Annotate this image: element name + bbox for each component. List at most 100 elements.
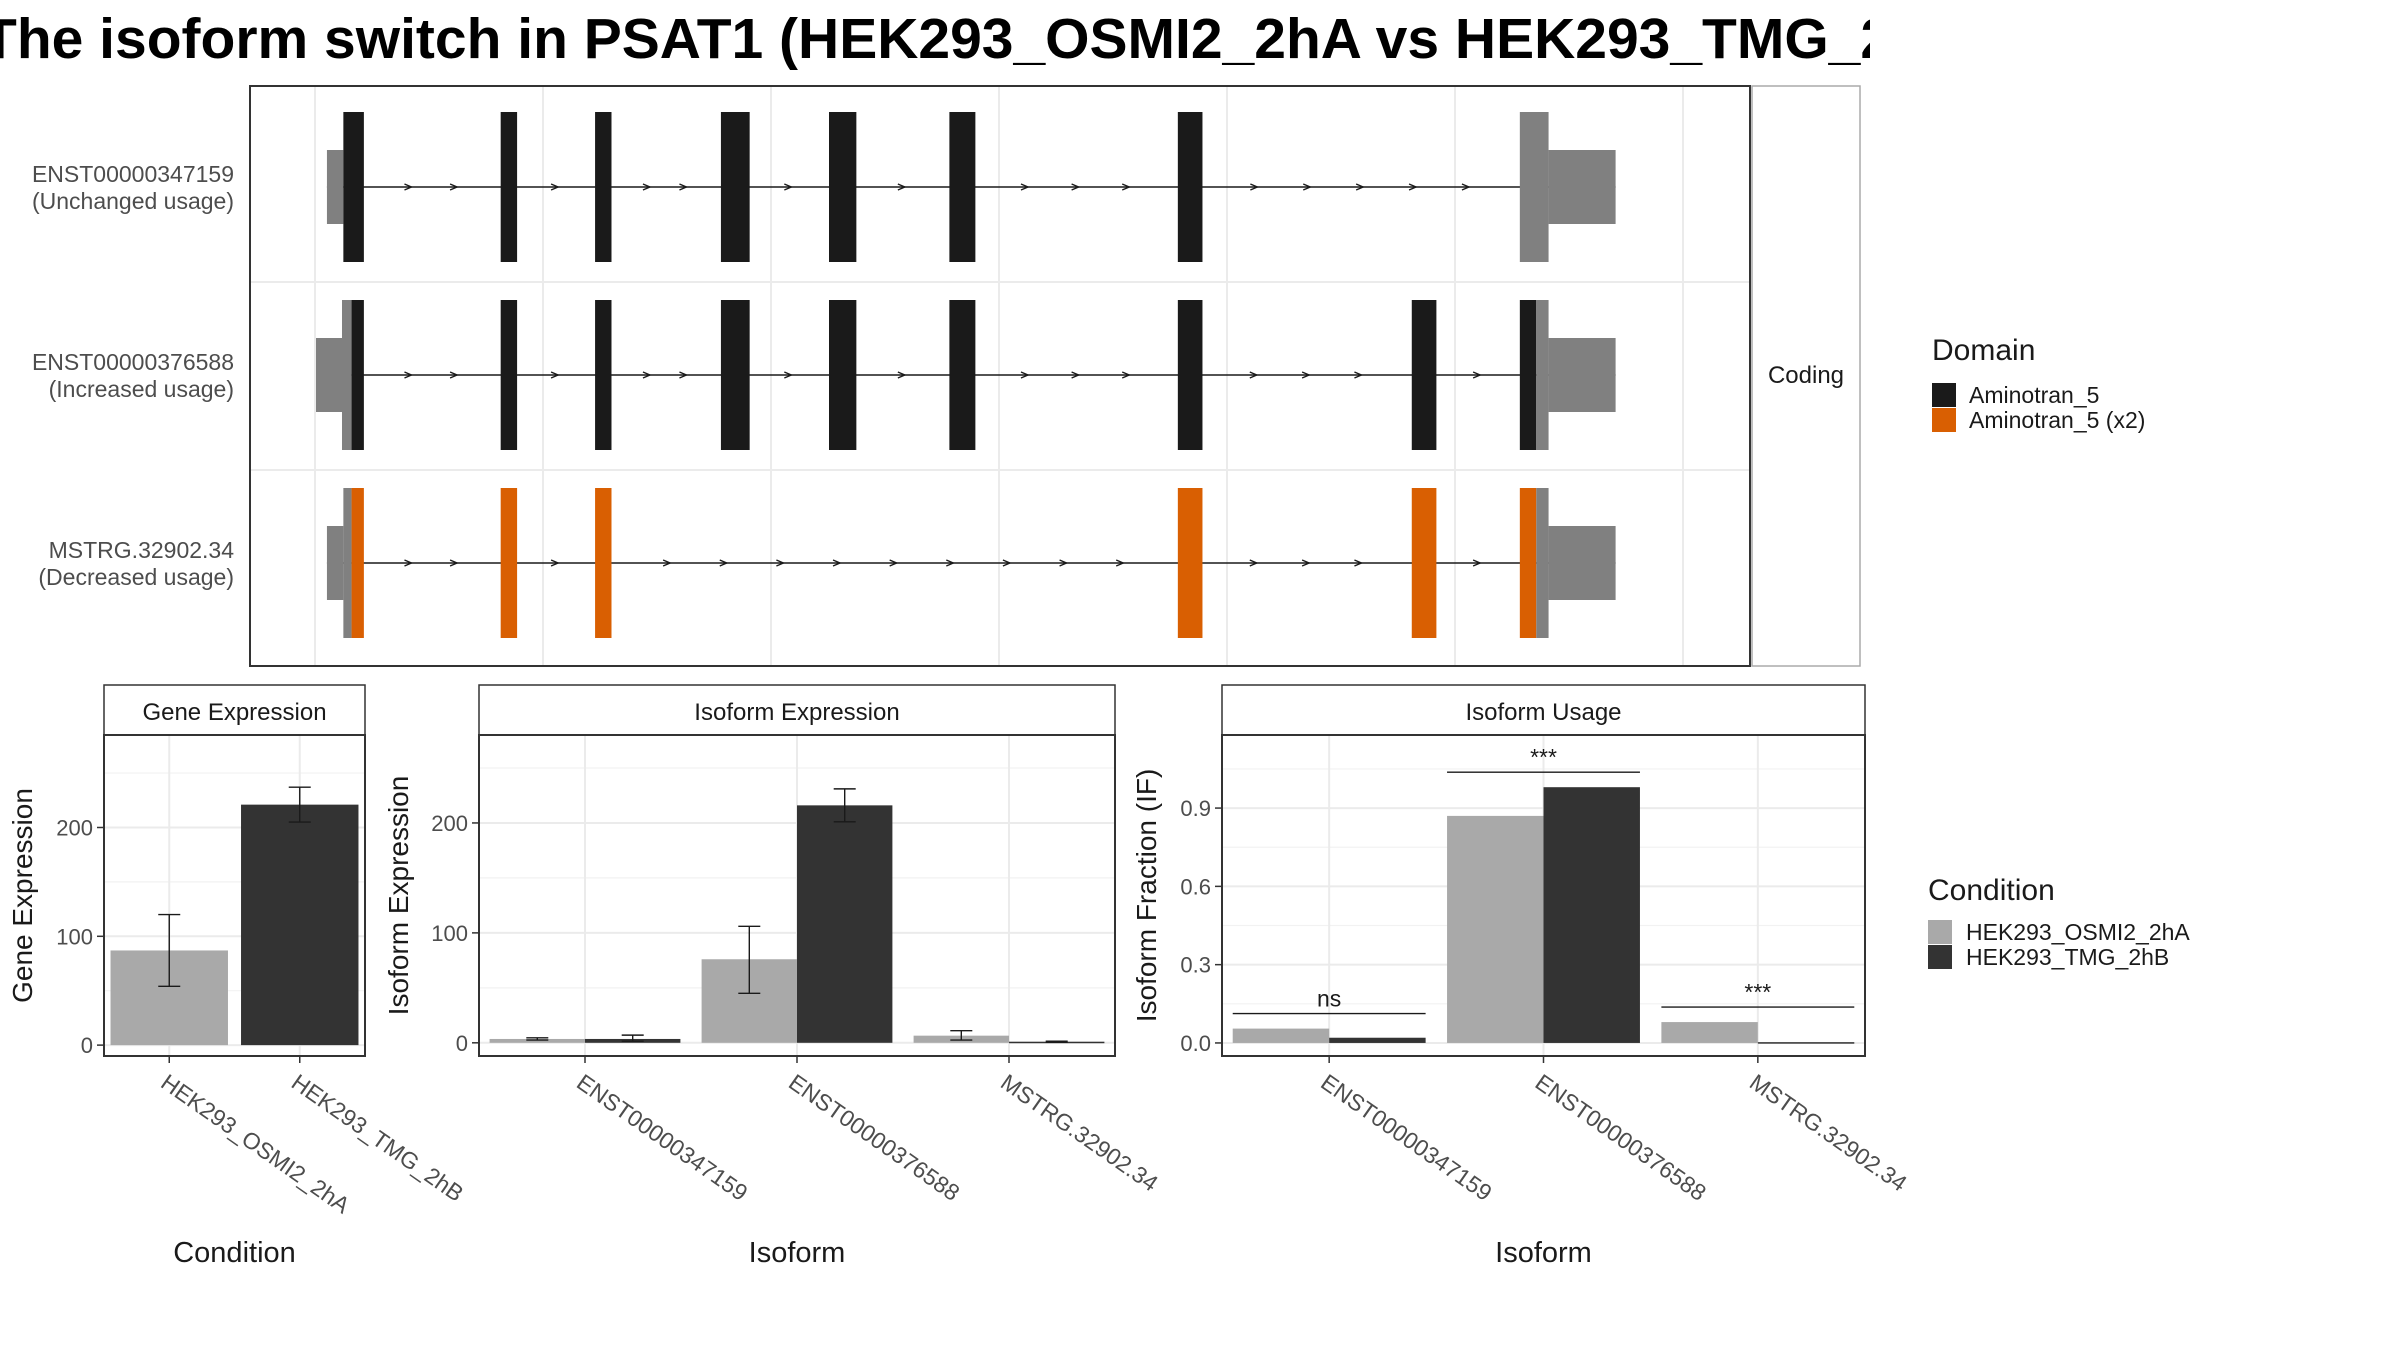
intron-arrow [889,559,899,567]
intron-arrow [1249,371,1259,379]
domain-legend-label: Aminotran_5 [1969,382,2099,408]
intron-arrow [1472,371,1482,379]
intron-arrow [550,183,560,191]
domain-exon [500,112,518,262]
bar [797,805,893,1043]
panel-border [103,734,366,1057]
intron-arrow [1249,559,1259,567]
domain-legend-title: Domain [1932,334,2035,367]
domain-legend-key [1932,408,1956,432]
y-tick-label: 100 [56,924,93,949]
y-tick-label: 200 [56,815,93,840]
domain-exon [1519,300,1537,450]
bar [1232,1028,1330,1043]
bar [1757,1042,1855,1044]
y-tick-label: 100 [431,921,468,946]
transcript-row: MSTRG.32902.34(Decreased usage) [38,488,1616,638]
condition-legend-key [1928,920,1952,944]
utr-exon [1536,488,1549,638]
domain-exon [1177,300,1203,450]
domain-exon [949,300,976,450]
utr-exon [326,150,344,224]
y-tick-label: 0 [81,1033,93,1058]
domain-legend-label: Aminotran_5 (x2) [1969,407,2145,433]
domain-exon [720,300,750,450]
y-tick-label: 200 [431,811,468,836]
coding-strip-label: Coding [1768,362,1844,389]
panel-strip [478,684,1116,736]
bar [1661,1022,1758,1043]
y-axis-label: Isoform Expression [383,776,414,1016]
condition-legend-label: HEK293_TMG_2hB [1966,944,2169,970]
x-tick-label: ENST00000376588 [784,1069,964,1206]
y-axis-label: Gene Expression [7,788,38,1003]
intron-arrow [784,183,794,191]
transcript-id-label: MSTRG.32902.34 [49,537,235,563]
y-tick-label: 0.0 [1180,1031,1211,1056]
significance-label: *** [1744,979,1771,1005]
intron-arrow [1115,559,1125,567]
intron-arrow [1121,183,1131,191]
transcript-usage-label: (Decreased usage) [38,564,234,590]
x-axis-label: Isoform [1495,1237,1592,1269]
bar [1447,815,1544,1043]
panel-strip [1221,684,1866,736]
structure-panel-border [249,85,1751,667]
main-title-box: The isoform switch in PSAT1 (HEK293_OSMI… [0,0,1870,80]
y-tick-label: 0.9 [1180,796,1211,821]
utr-exon [341,300,352,450]
intron-arrow [1355,183,1365,191]
intron-arrow [1002,559,1012,567]
x-tick-label: ENST00000347159 [572,1069,752,1206]
y-axis-label: Isoform Fraction (IF) [1131,769,1162,1023]
domain-exon [351,300,364,450]
domain-exon [500,488,518,638]
utr-exon [1536,300,1549,450]
domain-exon [1519,488,1537,638]
intron-arrow [1059,559,1069,567]
domain-exon [500,300,518,450]
condition-legend-key [1928,945,1952,969]
domain-exon [595,300,612,450]
x-tick-label: ENST00000347159 [1316,1069,1496,1206]
utr-exon [343,488,352,638]
transcript-id-label: ENST00000376588 [32,349,234,375]
coding-strip [1751,85,1861,667]
x-tick-label: MSTRG.32902.34 [1745,1069,1912,1197]
transcript-id-label: ENST00000347159 [32,161,234,187]
intron-arrow [1121,371,1131,379]
main-title: The isoform switch in PSAT1 (HEK293_OSMI… [0,7,1870,71]
intron-arrow [1301,371,1311,379]
intron-arrow [946,559,956,567]
y-tick-label: 0.6 [1180,874,1211,899]
intron-arrow [1472,559,1482,567]
bar [241,804,359,1046]
domain-exon [1411,488,1437,638]
intron-arrow [1020,183,1030,191]
intron-arrow [404,183,414,191]
intron-arrow [719,559,729,567]
utr-exon [326,526,344,600]
intron-arrow [642,371,652,379]
intron-arrow [1301,559,1311,567]
utr-exon [1519,112,1549,262]
utr-exon [1548,526,1616,600]
intron-arrow [662,559,672,567]
domain-legend-key [1932,383,1956,407]
intron-arrow [897,183,907,191]
domain-exon [351,488,364,638]
domain-exon [343,112,364,262]
condition-legend-title: Condition [1928,874,2055,907]
intron-arrow [1354,371,1364,379]
panel-title: Gene Expression [142,699,326,726]
intron-arrow [404,559,414,567]
chart-panel-2: Isoform Expression 0 100 200 Isoform Express… [383,684,1163,1269]
bar [1543,787,1640,1043]
intron-arrow [1408,183,1418,191]
y-tick-label: 0 [456,1031,468,1056]
intron-arrow [550,371,560,379]
intron-arrow [1020,371,1030,379]
domain-exon [1177,112,1203,262]
bar [1329,1037,1426,1043]
